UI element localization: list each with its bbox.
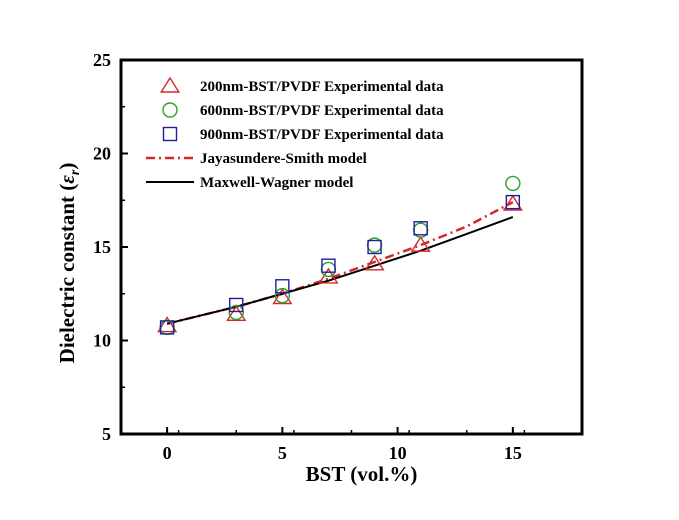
data-point-square [505,194,521,210]
data-point-square [159,320,175,335]
x-tick-label: 0 [163,443,172,463]
legend: 200nm-BST/PVDF Experimental data 600nm-BS… [146,76,444,191]
series-square [159,194,521,335]
y-axis-label: Dielectric constant (εr) [55,163,83,364]
data-point-triangle [364,254,385,271]
data-point-triangle [502,194,523,211]
y-tick-label: 5 [102,424,111,444]
y-axis-label-subscript: r [68,169,83,175]
y-tick-label: 10 [93,331,111,351]
legend-triangle-icon [159,76,181,93]
y-tick-label: 20 [93,144,111,164]
maxwell-wagner-line [166,216,514,325]
data-point-square [367,239,382,255]
data-point-circle [228,304,244,321]
legend-label: 200nm-BST/PVDF Experimental data [200,79,444,95]
data-point-triangle [318,267,339,284]
data-point-circle [274,287,291,304]
y-tick-label: 15 [93,237,111,257]
data-point-square [275,279,290,294]
data-point-triangle [226,305,247,322]
y-tick-label: 25 [93,50,111,70]
x-tick-label: 10 [389,443,407,463]
legend-label: 600nm-BST/PVDF Experimental data [200,103,444,119]
y-axis-label-prefix: Dielectric constant ( [55,184,79,364]
x-tick-label: 5 [278,443,287,463]
data-point-triangle [410,235,431,252]
data-point-square [413,221,428,236]
legend-square-icon [162,126,178,142]
legend-label: 900nm-BST/PVDF Experimental data [200,127,444,143]
series-circle [159,175,521,336]
x-axis-label: BST (vol.%) [306,462,418,486]
y-axis-label-symbol: ε [55,175,79,184]
jayasundere-smith-line [166,201,514,325]
legend-label: Maxwell-Wagner model [200,175,353,191]
data-point-triangle [157,316,178,333]
series-triangle [157,194,523,333]
y-axis-label-suffix: ) [55,163,79,170]
legend-circle-icon [162,102,178,118]
legend-label: Jayasundere-Smith model [200,151,367,167]
data-point-square [321,258,336,273]
data-point-triangle [272,288,293,305]
data-point-square [229,297,244,313]
data-point-circle [505,175,521,192]
x-tick-label: 15 [504,443,522,463]
